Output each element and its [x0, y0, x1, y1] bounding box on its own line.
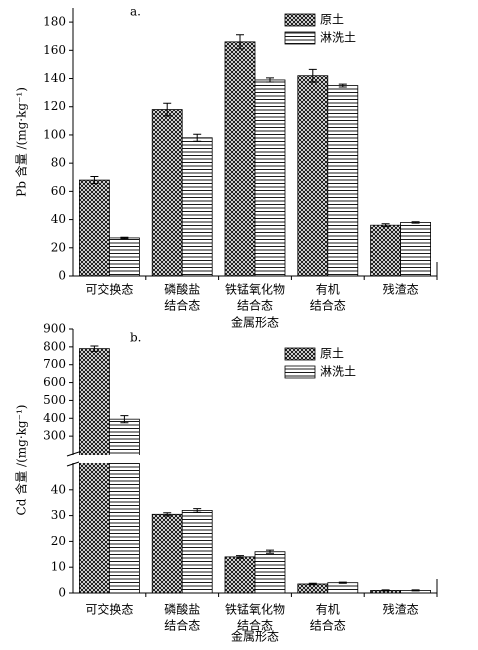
error-bar [411, 221, 420, 224]
bar [224, 41, 256, 277]
bar [224, 556, 256, 594]
bar [79, 348, 110, 594]
x-tick-label: 结合态 [237, 618, 273, 633]
error-bar [120, 236, 129, 240]
x-tick-label: 结合态 [164, 298, 200, 313]
x-tick-label: 有机 [316, 603, 340, 617]
x-tick-label: 铁锰氧化物 [225, 602, 285, 617]
legend-label: 淋洗土 [320, 365, 356, 379]
x-tick-label: 残渣态 [383, 603, 419, 617]
error-bar [120, 415, 129, 424]
y-tick-label: 800 [43, 339, 66, 353]
error-bar [381, 223, 390, 228]
legend-swatch [284, 31, 316, 45]
bar [254, 79, 286, 277]
x-tick-label: 可交换态 [85, 282, 133, 297]
bar [151, 109, 183, 277]
panel-label: a. [130, 5, 141, 19]
x-tick-label: 结合态 [310, 618, 346, 633]
error-bar [193, 508, 202, 513]
error-bar [308, 68, 317, 83]
legend-swatch [284, 365, 316, 379]
x-tick-label: 结合态 [164, 618, 200, 633]
legend-label: 原土 [320, 347, 344, 361]
bar [297, 583, 329, 594]
x-tick-label: 磷酸盐 [164, 282, 200, 297]
y-tick-label: 20 [51, 240, 66, 254]
legend-swatch [284, 347, 316, 361]
error-bar [338, 581, 347, 584]
error-bar [266, 77, 274, 83]
legend-swatch [284, 13, 316, 27]
legend-label: 淋洗土 [320, 31, 356, 45]
y-tick-label: 0 [58, 586, 66, 600]
x-tick-label: 铁锰氧化物 [225, 282, 285, 297]
error-bar [236, 34, 244, 50]
error-bar [90, 176, 99, 185]
bar [151, 513, 183, 594]
y-tick-label: 20 [51, 534, 66, 548]
y-tick-label: 30 [51, 508, 66, 522]
y-tick-label: 300 [43, 429, 66, 443]
y-tick-label: 0 [58, 269, 66, 283]
y-tick-label: 900 [43, 322, 66, 336]
y-tick-label: 80 [51, 156, 66, 170]
y-axis-title: Cd 含量 /(mg·kg⁻¹) [14, 405, 29, 516]
y-tick-label: 180 [43, 15, 66, 29]
y-tick-label: 500 [43, 393, 66, 407]
x-tick-label: 可交换态 [85, 602, 133, 617]
bar [327, 85, 359, 277]
error-bar [163, 102, 172, 117]
error-bar [411, 589, 420, 592]
y-tick-label: 140 [43, 71, 66, 85]
y-tick-label: 40 [51, 212, 66, 226]
bar [370, 224, 402, 277]
y-tick-label: 60 [51, 184, 66, 198]
error-bar [381, 589, 390, 592]
bar [79, 179, 110, 277]
y-tick-label: 10 [51, 560, 66, 574]
x-tick-label: 结合态 [237, 298, 273, 313]
legend-label: 原土 [320, 13, 344, 27]
bar [109, 237, 140, 277]
error-bar [236, 555, 244, 559]
y-tick-label: 160 [43, 43, 66, 57]
y-tick-label: 120 [43, 99, 66, 113]
x-tick-label: 结合态 [310, 298, 346, 313]
error-bar [308, 582, 317, 586]
axes [72, 8, 438, 277]
y-tick-label: 600 [43, 375, 66, 389]
x-tick-label: 磷酸盐 [164, 602, 200, 617]
bar [109, 418, 140, 594]
axis-break-mark [66, 451, 80, 467]
y-tick-label: 400 [43, 411, 66, 425]
bar [297, 75, 329, 277]
bar [254, 551, 286, 594]
error-bar [338, 83, 347, 88]
error-bar [163, 512, 172, 517]
y-axis-title: Pb 含量 /(mg·kg⁻¹) [14, 87, 29, 197]
error-bar [266, 549, 274, 554]
bar [181, 510, 213, 594]
x-axis-title: 金属形态 [231, 315, 279, 330]
y-tick-label: 100 [43, 127, 66, 141]
bar [327, 582, 359, 594]
x-axis-title: 金属形态 [231, 629, 279, 644]
bar [181, 137, 213, 277]
error-bar [193, 133, 202, 142]
panel-label: b. [130, 331, 142, 345]
axis-break [67, 455, 437, 463]
bar [400, 221, 432, 277]
x-tick-label: 残渣态 [383, 283, 419, 297]
y-tick-label: 700 [43, 357, 66, 371]
y-tick-label: 40 [51, 482, 66, 496]
error-bar [90, 345, 99, 352]
x-tick-label: 有机 [316, 283, 340, 297]
